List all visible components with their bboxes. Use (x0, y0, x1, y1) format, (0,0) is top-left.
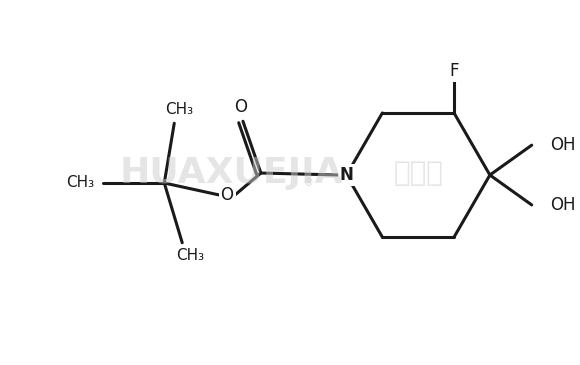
Text: OH: OH (550, 136, 575, 154)
Text: N: N (339, 166, 353, 184)
Text: OH: OH (550, 196, 575, 214)
Text: 化学加: 化学加 (393, 159, 443, 187)
Text: CH₃: CH₃ (67, 176, 95, 191)
Text: O: O (220, 186, 234, 204)
Text: HUAXUEJIA: HUAXUEJIA (119, 156, 343, 190)
Text: CH₃: CH₃ (165, 102, 193, 117)
Text: O: O (234, 98, 248, 116)
Text: ®: ® (304, 178, 314, 188)
Text: F: F (450, 62, 459, 80)
Text: CH₃: CH₃ (176, 248, 204, 263)
